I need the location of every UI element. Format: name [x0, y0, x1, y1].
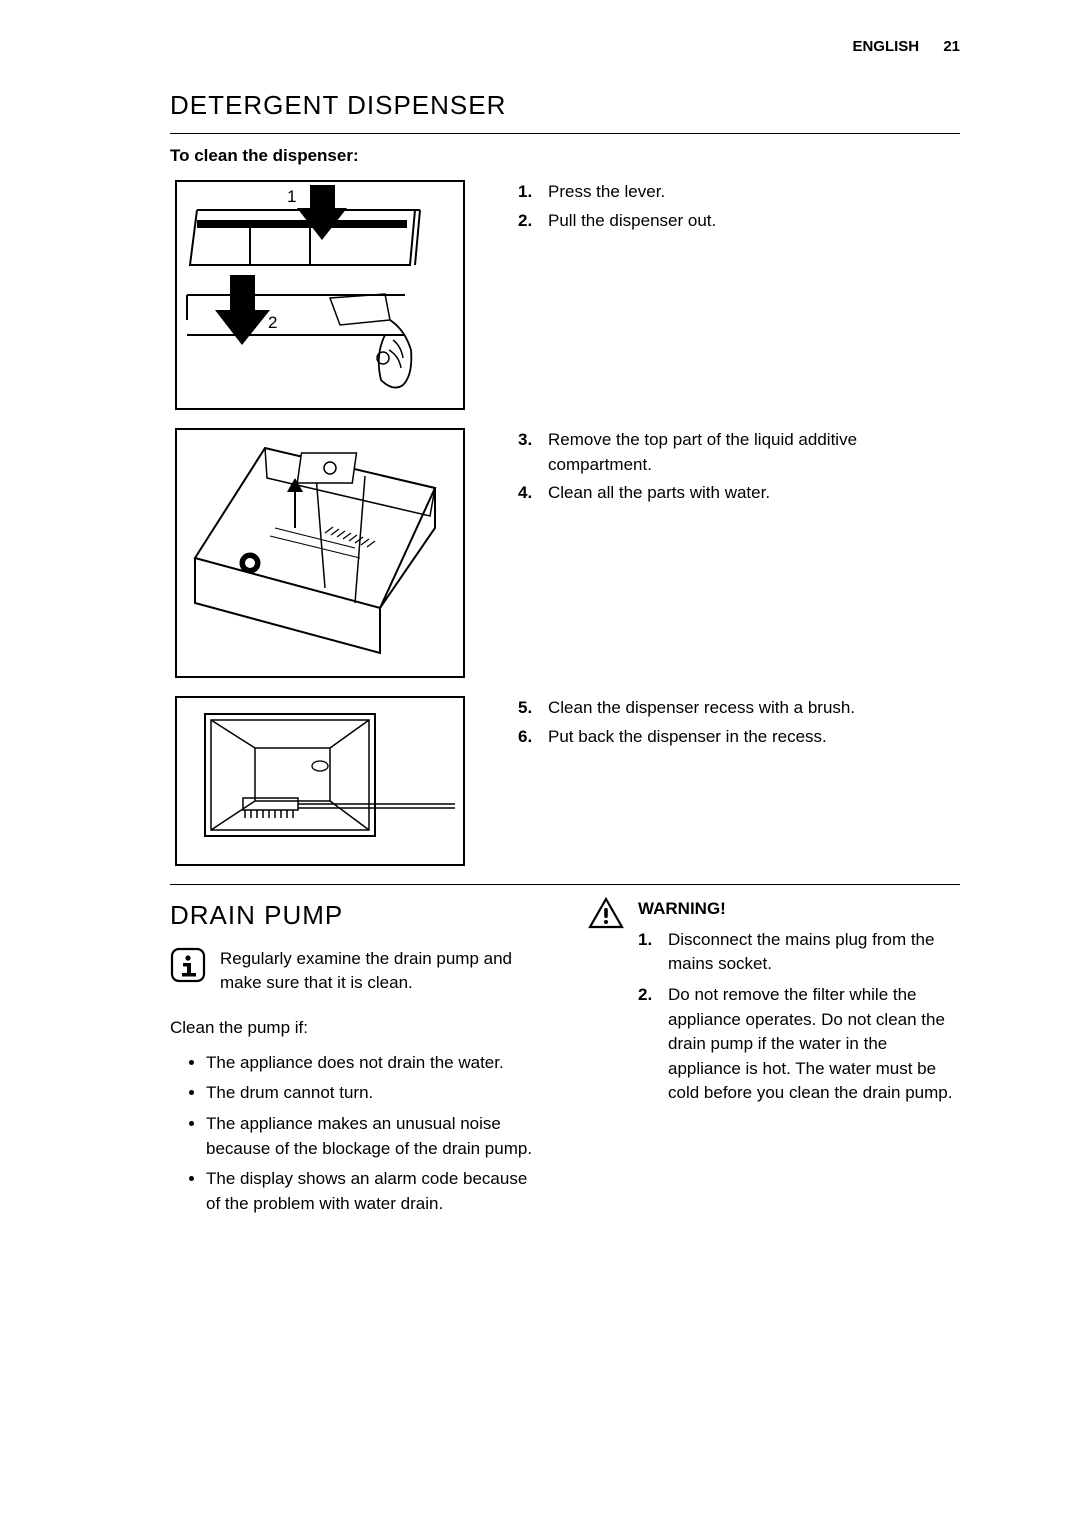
warning-icon	[588, 897, 624, 929]
step-text-1: 1.Press the lever. 2.Pull the dispenser …	[518, 180, 960, 410]
step-row-2: 3.Remove the top part of the liquid addi…	[170, 428, 960, 678]
warning-row: WARNING! 1.Disconnect the mains plug fro…	[588, 897, 960, 1112]
info-text: Regularly examine the drain pump and mak…	[220, 947, 540, 996]
step-item: 6.Put back the dispenser in the recess.	[518, 725, 960, 750]
step-row-3: 5.Clean the dispenser recess with a brus…	[170, 696, 960, 866]
step-row-1: 1 2 1.Press the lever. 2.Pull the dispen…	[170, 180, 960, 410]
illustration-2	[170, 428, 470, 678]
step-item: 1.Press the lever.	[518, 180, 960, 205]
warning-title: WARNING!	[638, 897, 960, 922]
drain-right-column: WARNING! 1.Disconnect the mains plug fro…	[588, 897, 960, 1222]
bullet-list: The appliance does not drain the water. …	[170, 1051, 540, 1217]
clean-intro: Clean the pump if:	[170, 1016, 540, 1041]
section-subtitle: To clean the dispenser:	[170, 146, 960, 166]
drain-left-column: DRAIN PUMP Regularly examine the drain p…	[170, 897, 540, 1222]
step-text-3: 5.Clean the dispenser recess with a brus…	[518, 696, 960, 866]
illustration-label-2: 2	[268, 313, 277, 332]
page-number: 21	[943, 38, 960, 55]
section-title-detergent: DETERGENT DISPENSER	[170, 90, 960, 121]
step-item: 5.Clean the dispenser recess with a brus…	[518, 696, 960, 721]
step-item: 4.Clean all the parts with water.	[518, 481, 960, 506]
warning-item: 1.Disconnect the mains plug from the mai…	[638, 928, 960, 977]
warning-item: 2.Do not remove the filter while the app…	[638, 983, 960, 1106]
step-item: 3.Remove the top part of the liquid addi…	[518, 428, 960, 477]
drain-section: DRAIN PUMP Regularly examine the drain p…	[170, 897, 960, 1222]
language-label: ENGLISH	[852, 38, 919, 55]
page-header: ENGLISH 21	[170, 38, 960, 55]
list-item: The appliance does not drain the water.	[206, 1051, 540, 1076]
list-item: The appliance makes an unusual noise bec…	[206, 1112, 540, 1161]
divider	[170, 884, 960, 885]
info-icon	[170, 947, 206, 983]
illustration-3	[170, 696, 470, 866]
list-item: The display shows an alarm code because …	[206, 1167, 540, 1216]
divider	[170, 133, 960, 134]
list-item: The drum cannot turn.	[206, 1081, 540, 1106]
section-title-drain: DRAIN PUMP	[170, 897, 540, 935]
illustration-1: 1 2	[170, 180, 470, 410]
step-item: 2.Pull the dispenser out.	[518, 209, 960, 234]
info-row: Regularly examine the drain pump and mak…	[170, 947, 540, 996]
illustration-label-1: 1	[287, 187, 296, 206]
step-text-2: 3.Remove the top part of the liquid addi…	[518, 428, 960, 678]
warning-content: WARNING! 1.Disconnect the mains plug fro…	[638, 897, 960, 1112]
